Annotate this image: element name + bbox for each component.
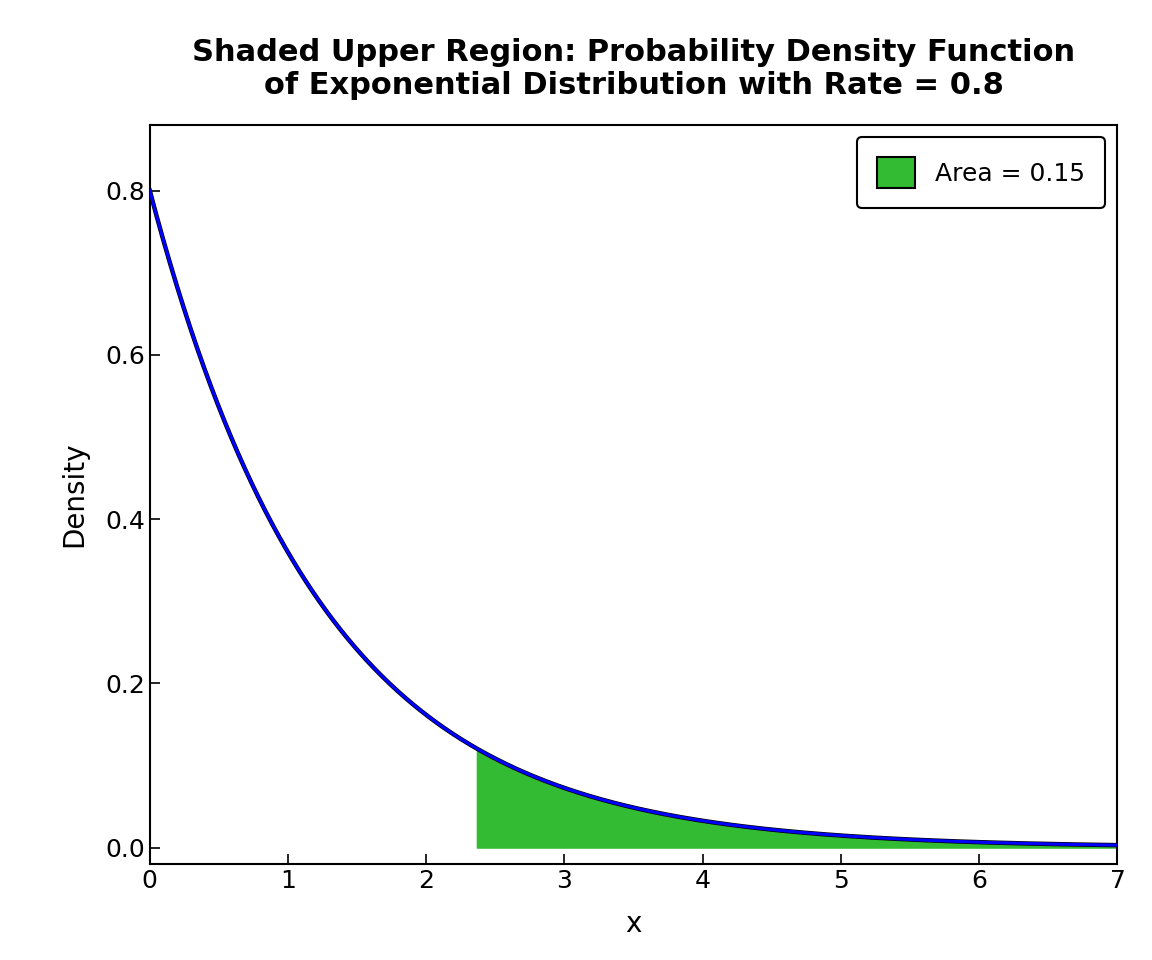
X-axis label: x: x [626, 909, 642, 938]
Legend: Area = 0.15: Area = 0.15 [857, 137, 1105, 207]
Y-axis label: Density: Density [60, 442, 89, 547]
Title: Shaded Upper Region: Probability Density Function
of Exponential Distribution wi: Shaded Upper Region: Probability Density… [192, 37, 1075, 100]
